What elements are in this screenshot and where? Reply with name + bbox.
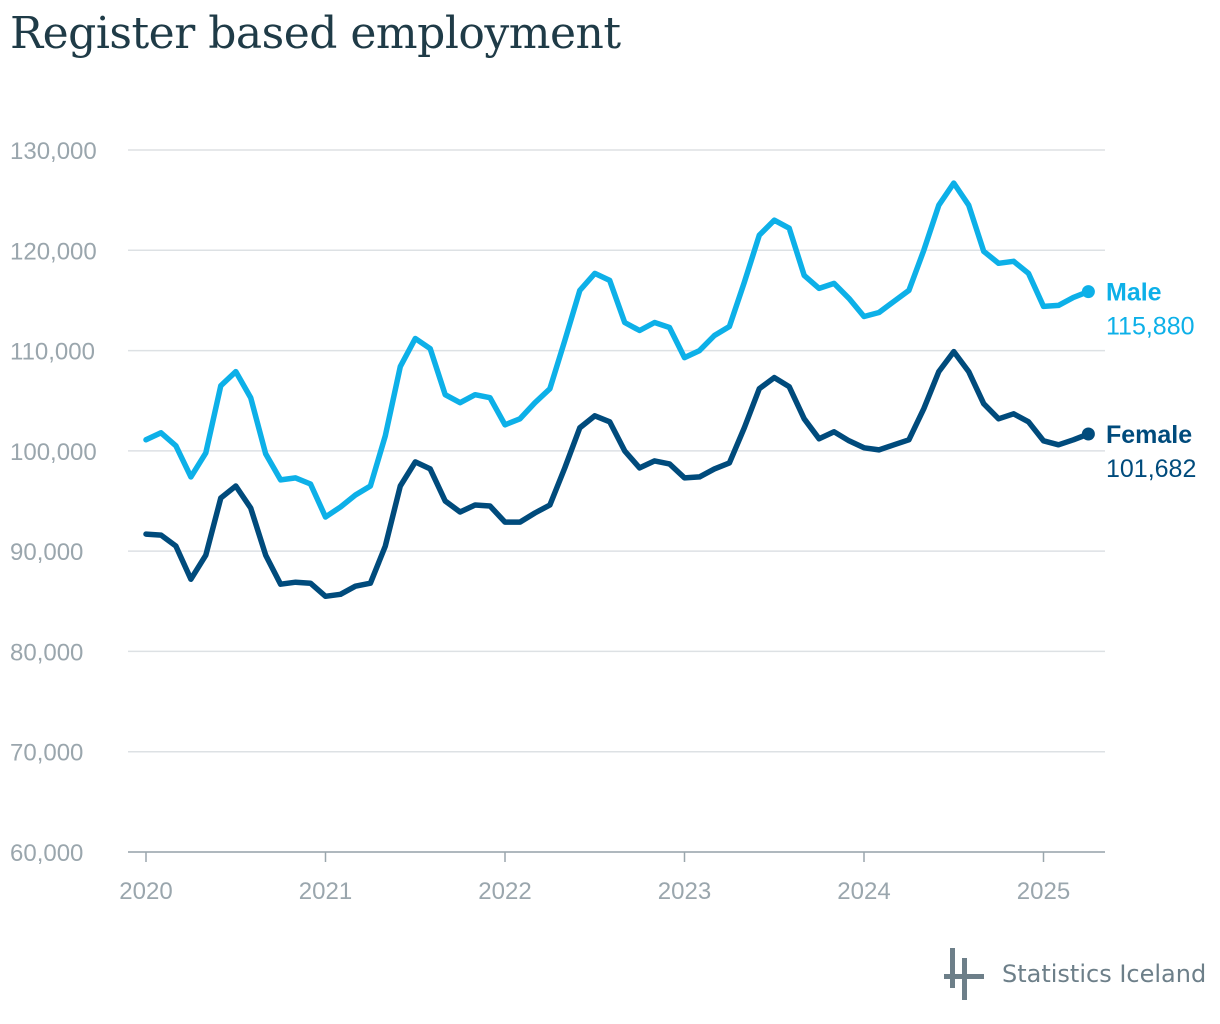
y-tick-label: 70,000 [10, 740, 83, 767]
gridlines [128, 149, 1105, 853]
x-tick-label: 2025 [1017, 878, 1070, 905]
chart-title: Register based employment [10, 8, 621, 59]
source-label: Statistics Iceland [1002, 960, 1207, 988]
y-tick-label: 60,000 [10, 840, 83, 867]
x-tick-label: 2023 [658, 878, 711, 905]
y-tick-label: 80,000 [10, 639, 83, 666]
series-name-female: Female [1106, 421, 1192, 449]
y-axis-tick-labels: 60,000 70,000 80,000 90,000 100,000 110,000 12… [10, 138, 97, 867]
series-end-labels: Male 115,880 Female 101,682 [1106, 279, 1196, 483]
x-axis: 2020 2021 2022 2023 2024 2025 [119, 851, 1105, 905]
x-tick-label: 2020 [119, 878, 172, 905]
y-tick-label: 90,000 [10, 539, 83, 566]
y-tick-label: 130,000 [10, 138, 97, 165]
series-line-female [143, 348, 1092, 600]
x-tick-label: 2022 [478, 878, 531, 905]
series-line-male [143, 180, 1092, 520]
statistics-iceland-mark-icon [944, 948, 984, 1000]
series-end-point-female [1081, 427, 1095, 441]
statistics-iceland-logo: Statistics Iceland [944, 948, 1206, 1000]
y-tick-label: 100,000 [10, 439, 97, 466]
y-tick-label: 110,000 [10, 339, 95, 366]
series-end-value-male: 115,880 [1106, 313, 1195, 341]
x-tick-label: 2021 [299, 878, 352, 905]
series-end-value-female: 101,682 [1106, 455, 1196, 483]
series-name-male: Male [1106, 279, 1162, 307]
y-tick-label: 120,000 [10, 238, 97, 265]
x-tick-label: 2024 [837, 878, 890, 905]
series-lines [143, 180, 1095, 600]
series-end-point-male [1081, 285, 1095, 299]
